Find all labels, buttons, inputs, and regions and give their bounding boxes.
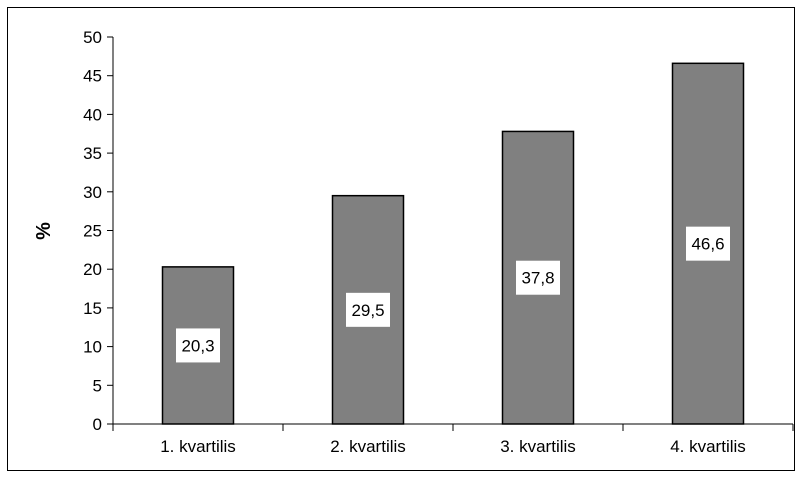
- data-label-box: [516, 260, 560, 295]
- y-tick-label: 5: [93, 376, 102, 395]
- y-tick-label: 45: [83, 67, 102, 86]
- x-tick-label: 4. kvartilis: [670, 437, 746, 456]
- y-axis: 0 5 10 15 20 25 30 35 40 45 50: [83, 28, 114, 434]
- y-tick-label: 20: [83, 260, 102, 279]
- y-tick-label: 25: [83, 222, 102, 241]
- y-tick-label: 30: [83, 183, 102, 202]
- data-label: 46,6: [691, 235, 724, 254]
- bars: [161, 62, 745, 425]
- y-tick-label: 0: [93, 415, 102, 434]
- data-label-box: [686, 226, 730, 261]
- y-axis-title: %: [33, 222, 55, 240]
- data-label: 37,8: [521, 269, 554, 288]
- x-tick-label: 1. kvartilis: [160, 437, 236, 456]
- y-tick-label: 35: [83, 144, 102, 163]
- data-labels: 20,3 29,5 37,8 46,6: [176, 226, 730, 363]
- y-tick-label: 50: [83, 28, 102, 47]
- x-tick-label: 2. kvartilis: [330, 437, 406, 456]
- data-label-box: [176, 328, 220, 363]
- y-tick-label: 15: [83, 299, 102, 318]
- y-tick-label: 10: [83, 338, 102, 357]
- x-tick-label: 3. kvartilis: [500, 437, 576, 456]
- y-tick-label: 40: [83, 105, 102, 124]
- x-axis: 1. kvartilis 2. kvartilis 3. kvartilis 4. k…: [112, 423, 794, 456]
- data-label: 20,3: [181, 336, 214, 355]
- data-label: 29,5: [351, 301, 384, 320]
- data-label-box: [346, 292, 390, 327]
